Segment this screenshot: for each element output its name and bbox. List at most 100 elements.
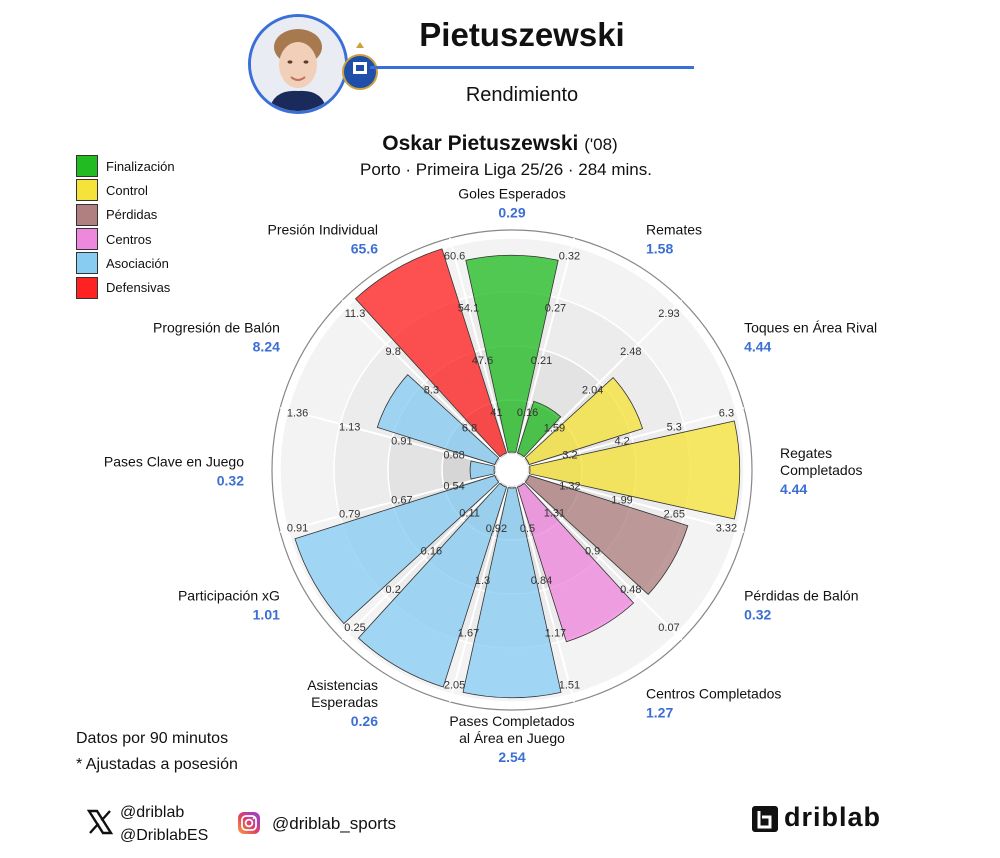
- legend-label: Control: [106, 182, 148, 198]
- axis-label: Presión Individual: [267, 221, 378, 237]
- page-title: Pietuszewski: [419, 16, 625, 53]
- ring-tick-label: 0.92: [486, 523, 507, 535]
- ring-tick-label: 0.27: [545, 303, 566, 315]
- ring-tick-label: 0.16: [517, 407, 538, 419]
- bar-11: [354, 248, 508, 458]
- player-photo: [248, 14, 348, 114]
- ring-tick-label: 1.59: [544, 423, 565, 435]
- ring-tick-label: 1.17: [545, 627, 566, 639]
- ring-tick-label: 0.11: [459, 507, 480, 519]
- axis-value: 0.26: [351, 713, 378, 729]
- axis-label-line: al Área en Juego: [459, 730, 565, 746]
- axis-label: Pases Completados al Área en Juego: [449, 713, 574, 746]
- legend-swatch: [76, 155, 98, 178]
- chart-spoke: [522, 480, 683, 641]
- axis-label-line: Progresión de Balón: [153, 320, 280, 336]
- axis-label-line: Esperadas: [311, 694, 378, 710]
- ring-tick-label: 54.1: [458, 303, 479, 315]
- ring-tick-label: 0.2: [386, 584, 401, 596]
- bar-4: [524, 474, 689, 596]
- axis-label-line: Regates: [780, 445, 832, 461]
- axis-label-line: Goles Esperados: [458, 186, 565, 202]
- axis-value: 1.58: [646, 240, 673, 256]
- axis-value: 2.54: [498, 749, 525, 765]
- axis-label-line: Completados: [780, 462, 863, 478]
- bar-7: [357, 482, 508, 688]
- ring-tick-label: 2.05: [444, 679, 465, 691]
- axis-label-line: Centros Completados: [646, 686, 781, 702]
- ring-tick-label: 3.32: [716, 522, 737, 534]
- ring-tick-label: 2.93: [658, 308, 679, 320]
- x-logo-icon: [86, 808, 114, 836]
- ring-tick-label: 0.91: [391, 435, 412, 447]
- ring-tick-label: 1.51: [559, 679, 580, 691]
- chart-legend: Finalización Control Pérdidas Centros Asocia…: [76, 154, 175, 300]
- legend-swatch: [76, 276, 98, 299]
- axis-value: 4.44: [780, 481, 807, 497]
- axis-label: Centros Completados: [646, 686, 781, 702]
- axis-value: 0.32: [744, 607, 771, 623]
- ring-tick-label: 3.2: [562, 449, 577, 461]
- chart-spoke: [448, 485, 509, 703]
- axis-value: 4.44: [744, 339, 771, 355]
- note-adjusted: * Ajustadas a posesión: [76, 756, 238, 773]
- bar-5: [516, 482, 635, 643]
- ring-tick-label: 0.9: [585, 546, 600, 558]
- axis-label: Participación xG: [178, 588, 280, 604]
- ring-tick-label: 0.25: [344, 622, 365, 634]
- axis-label-line: Participación xG: [178, 588, 280, 604]
- instagram-handle[interactable]: @driblab_sports: [272, 814, 397, 833]
- ring-tick-label: 0.54: [443, 481, 464, 493]
- ring-tick-label: 0.91: [287, 522, 308, 534]
- player-birth-year: ('08): [584, 135, 618, 154]
- chart-spoke: [527, 473, 745, 534]
- axis-label: Regates Completados: [780, 445, 863, 478]
- ring-tick-label: 0.32: [559, 251, 580, 263]
- ring-tick-label: 6.3: [719, 408, 734, 420]
- legend-item: Control: [76, 178, 175, 202]
- ring-tick-label: 0.68: [443, 449, 464, 461]
- bar-3: [529, 420, 741, 520]
- ring-tick-label: 41: [490, 407, 502, 419]
- legend-swatch: [76, 252, 98, 275]
- axis-label-line: Pases Clave en Juego: [104, 454, 244, 470]
- axis-label: Goles Esperados: [458, 186, 565, 202]
- bar-1: [516, 400, 562, 458]
- ring-tick-label: 0.21: [531, 355, 552, 367]
- axis-label: Progresión de Balón: [153, 320, 280, 336]
- bar-9: [469, 460, 495, 480]
- title-underline: [370, 66, 694, 69]
- x-handle-driblab[interactable]: @driblab: [120, 804, 185, 821]
- bar-10: [376, 374, 500, 466]
- ring-tick-label: 47.6: [472, 355, 493, 367]
- legend-label: Pérdidas: [106, 207, 158, 223]
- axis-label: Toques en Área Rival: [744, 320, 877, 336]
- legend-item: Defensivas: [76, 275, 175, 299]
- ring-tick-label: 60.6: [444, 251, 465, 263]
- chart-spoke: [448, 237, 509, 455]
- brand-wordmark: driblab: [784, 802, 882, 832]
- chart-spoke: [341, 480, 502, 641]
- ring-tick-label: 2.65: [664, 508, 685, 520]
- legend-label: Asociación: [106, 255, 169, 271]
- legend-swatch: [76, 228, 98, 251]
- ring-tick-label: 0.48: [620, 584, 641, 596]
- bar-2: [524, 377, 644, 466]
- bar-0: [465, 254, 559, 453]
- axis-label: Remates: [646, 221, 702, 237]
- brand-logo-icon: [752, 806, 778, 832]
- axis-label: Asistencias Esperadas: [307, 677, 378, 710]
- x-handle-driblabes[interactable]: @DriblabES: [120, 827, 209, 844]
- ring-tick-label: 0.16: [421, 546, 442, 558]
- axis-label-line: Toques en Área Rival: [744, 320, 877, 336]
- legend-label: Centros: [106, 231, 152, 247]
- chart-center: [496, 454, 528, 486]
- ring-tick-label: 1.67: [458, 627, 479, 639]
- legend-swatch: [76, 203, 98, 226]
- ring-tick-label: 1.99: [611, 495, 632, 507]
- axis-value: 1.27: [646, 705, 673, 721]
- ring-tick-label: 1.36: [287, 408, 308, 420]
- legend-swatch: [76, 179, 98, 202]
- axis-label-line: Remates: [646, 221, 702, 237]
- ring-tick-label: 0.67: [391, 495, 412, 507]
